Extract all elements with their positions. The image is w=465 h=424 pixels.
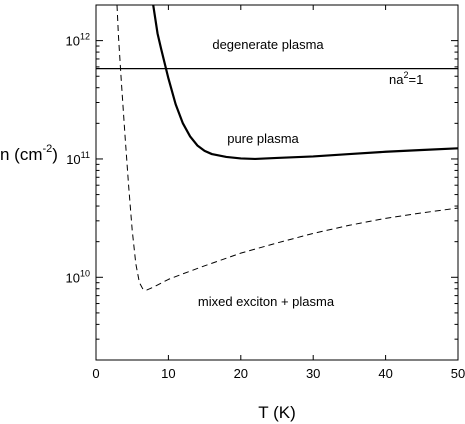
tick-layer: 0 10 20 30 40 50 1010 1011 1012 bbox=[66, 4, 465, 381]
na2-base: na bbox=[389, 72, 404, 87]
series-layer bbox=[96, 5, 458, 291]
annotation-pure-plasma: pure plasma bbox=[227, 131, 299, 146]
y-tick-label: 1010 bbox=[66, 268, 90, 285]
series-pure-plasma-curve bbox=[152, 5, 458, 161]
annotation-mixed: mixed exciton + plasma bbox=[198, 294, 335, 309]
x-tick-label: 0 bbox=[92, 366, 99, 381]
y-axis-label-base: n (cm bbox=[0, 145, 43, 164]
x-tick-label: 30 bbox=[306, 366, 320, 381]
x-tick-label: 20 bbox=[234, 366, 248, 381]
y-axis-label-sup: -2 bbox=[43, 143, 53, 155]
series-mixed-curve bbox=[116, 5, 458, 291]
x-axis-label: T (K) bbox=[258, 403, 295, 422]
y-axis-label-close: ) bbox=[52, 145, 58, 164]
y-tick-label: 1012 bbox=[66, 32, 90, 49]
na2-sup: 2 bbox=[403, 70, 408, 80]
y-axis-label: n (cm-2) bbox=[0, 143, 58, 164]
na2-rest: =1 bbox=[408, 72, 423, 87]
annotation-degenerate-plasma: degenerate plasma bbox=[212, 37, 324, 52]
x-tick-label: 10 bbox=[161, 366, 175, 381]
y-tick-label: 1011 bbox=[66, 150, 90, 167]
x-tick-label: 40 bbox=[378, 366, 392, 381]
label-layer: degenerate plasma pure plasma mixed exci… bbox=[0, 37, 423, 422]
x-tick-label: 50 bbox=[451, 366, 465, 381]
plot-frame bbox=[95, 4, 459, 361]
annotation-na2: na2=1 bbox=[389, 70, 423, 87]
